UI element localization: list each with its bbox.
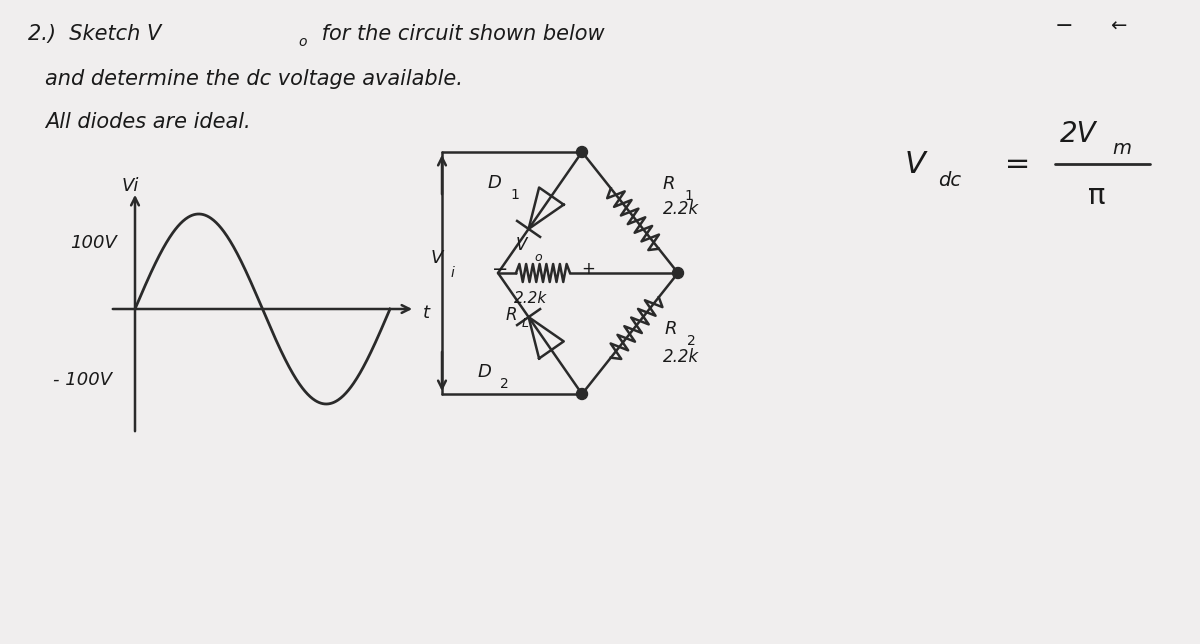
Text: =: = (995, 149, 1031, 178)
Text: 2: 2 (686, 334, 696, 348)
Text: 1: 1 (685, 189, 694, 203)
Text: i: i (450, 266, 454, 280)
Text: R: R (505, 306, 517, 324)
Text: All diodes are ideal.: All diodes are ideal. (46, 112, 251, 132)
Text: Vi: Vi (121, 177, 139, 195)
Text: π: π (1088, 182, 1105, 210)
Text: +: + (581, 260, 595, 278)
Text: R: R (665, 321, 677, 339)
Text: 2V: 2V (1060, 120, 1097, 148)
Text: V: V (905, 149, 926, 178)
Text: 2.2k: 2.2k (515, 290, 547, 305)
Text: R: R (662, 175, 676, 193)
Text: t: t (424, 304, 430, 322)
Text: m: m (1112, 138, 1130, 158)
Circle shape (576, 388, 588, 399)
Text: 1: 1 (510, 187, 518, 202)
Text: 2.)  Sketch V: 2.) Sketch V (28, 24, 161, 44)
Text: o: o (298, 35, 306, 49)
Text: −: − (492, 260, 508, 278)
Circle shape (576, 146, 588, 158)
Text: o: o (534, 251, 542, 263)
Circle shape (672, 267, 684, 278)
Text: −: − (1055, 16, 1074, 36)
Text: D: D (488, 173, 502, 191)
Text: 100V: 100V (70, 234, 116, 252)
Text: - 100V: - 100V (53, 371, 112, 389)
Text: and determine the dc voltage available.: and determine the dc voltage available. (46, 69, 463, 89)
Text: for the circuit shown below: for the circuit shown below (314, 24, 605, 44)
Text: D: D (478, 363, 492, 381)
Text: 2.2k: 2.2k (662, 200, 698, 218)
Text: dc: dc (938, 171, 961, 189)
Text: 2.2k: 2.2k (662, 348, 698, 366)
Text: ←: ← (1110, 17, 1127, 35)
Text: 2: 2 (500, 377, 509, 390)
Text: L: L (522, 316, 528, 330)
Text: V: V (515, 236, 527, 254)
Text: V: V (431, 249, 443, 267)
